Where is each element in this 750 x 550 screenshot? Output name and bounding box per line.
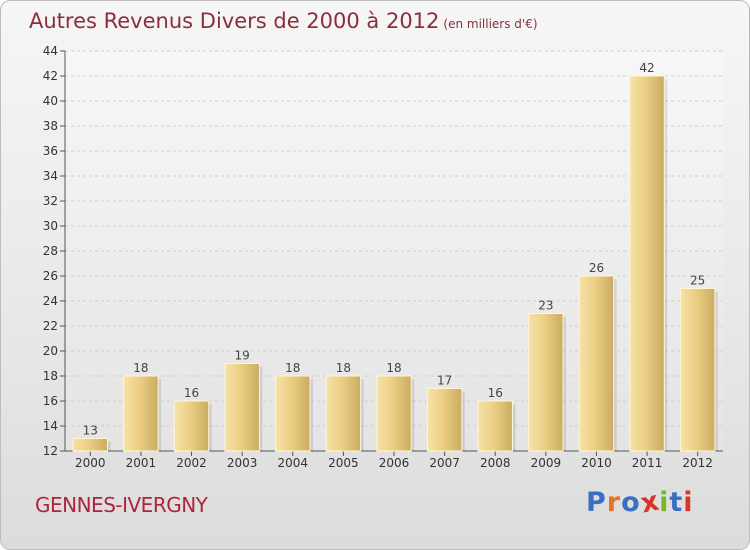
commune-name: GENNES-IVERGNY bbox=[35, 493, 208, 517]
y-tick-label: 20 bbox=[43, 344, 58, 358]
chart-title-text: Autres Revenus Divers de 2000 à 2012 bbox=[29, 9, 440, 33]
bar-2003 bbox=[224, 363, 260, 452]
value-label-2007: 17 bbox=[437, 374, 452, 388]
x-tick-label-2006: 2006 bbox=[379, 456, 410, 470]
logo-letter: P bbox=[586, 487, 607, 518]
value-label-2002: 16 bbox=[184, 386, 199, 400]
y-tick-label: 30 bbox=[43, 219, 58, 233]
y-tick-label: 28 bbox=[43, 244, 58, 258]
value-label-2009: 23 bbox=[538, 299, 553, 313]
x-tick-label-2001: 2001 bbox=[126, 456, 157, 470]
x-tick-label-2011: 2011 bbox=[632, 456, 663, 470]
y-tick-label: 26 bbox=[43, 269, 58, 283]
y-tick-label: 14 bbox=[43, 419, 58, 433]
logo-letter: i bbox=[659, 487, 670, 518]
y-tick-label: 12 bbox=[43, 444, 58, 458]
x-tick-label-2009: 2009 bbox=[531, 456, 562, 470]
value-label-2001: 18 bbox=[133, 361, 148, 375]
value-label-2012: 25 bbox=[690, 274, 705, 288]
x-tick-label-2002: 2002 bbox=[176, 456, 207, 470]
bar-2006 bbox=[376, 375, 412, 452]
bar-2002 bbox=[173, 400, 210, 452]
y-tick-label: 42 bbox=[43, 69, 58, 83]
x-tick-label-2004: 2004 bbox=[277, 456, 308, 470]
x-tick-label-2010: 2010 bbox=[581, 456, 612, 470]
x-tick-label-2007: 2007 bbox=[429, 456, 460, 470]
x-tick-label-2003: 2003 bbox=[227, 456, 258, 470]
bar-2000 bbox=[72, 438, 109, 452]
bar-2008 bbox=[477, 400, 513, 452]
y-tick-label: 34 bbox=[43, 169, 58, 183]
x-tick-label-2012: 2012 bbox=[682, 456, 713, 470]
y-tick-label: 16 bbox=[43, 394, 58, 408]
value-label-2003: 19 bbox=[235, 349, 250, 363]
y-tick-label: 36 bbox=[43, 144, 58, 158]
logo-letter: o bbox=[621, 487, 641, 518]
y-tick-label: 38 bbox=[43, 119, 58, 133]
value-label-2010: 26 bbox=[589, 261, 604, 275]
chart-title: Autres Revenus Divers de 2000 à 2012 (en … bbox=[29, 9, 538, 33]
y-tick-label: 24 bbox=[43, 294, 58, 308]
data-labels: 13 18 16 19 18 18 18 17 16 23 26 42 25 bbox=[83, 61, 706, 438]
y-tick-label: 18 bbox=[43, 369, 58, 383]
chart-subtitle: (en milliers d'€) bbox=[443, 17, 538, 31]
bar-2005 bbox=[325, 375, 362, 452]
value-label-2008: 16 bbox=[488, 386, 503, 400]
bar-2012 bbox=[679, 288, 716, 452]
logo-letter: t bbox=[669, 487, 684, 518]
bar-2001 bbox=[123, 375, 159, 452]
value-label-2006: 18 bbox=[386, 361, 401, 375]
bars bbox=[72, 75, 718, 452]
bar-2009 bbox=[528, 313, 564, 452]
proxiti-logo: Proxiti bbox=[586, 485, 694, 519]
bar-2011 bbox=[629, 75, 665, 452]
y-tick-label: 22 bbox=[43, 319, 58, 333]
bar-2010 bbox=[578, 275, 615, 452]
bar-2007 bbox=[426, 388, 463, 452]
x-tick-label-2005: 2005 bbox=[328, 456, 359, 470]
y-tick-label: 40 bbox=[43, 94, 58, 108]
value-label-2011: 42 bbox=[639, 61, 654, 75]
y-tick-label: 32 bbox=[43, 194, 58, 208]
logo-letter: r bbox=[606, 487, 622, 518]
value-label-2005: 18 bbox=[336, 361, 351, 375]
value-label-2000: 13 bbox=[83, 424, 98, 438]
y-tick-label: 44 bbox=[43, 44, 58, 58]
value-label-2004: 18 bbox=[285, 361, 300, 375]
x-tick-label-2000: 2000 bbox=[75, 456, 106, 470]
x-tick-label-2008: 2008 bbox=[480, 456, 511, 470]
bar-2004 bbox=[275, 375, 311, 452]
logo-letter: i bbox=[683, 487, 694, 518]
axes: 12 14 16 18 20 22 24 26 28 30 32 34 36 38 40 42 44 2000 20… bbox=[43, 44, 723, 470]
